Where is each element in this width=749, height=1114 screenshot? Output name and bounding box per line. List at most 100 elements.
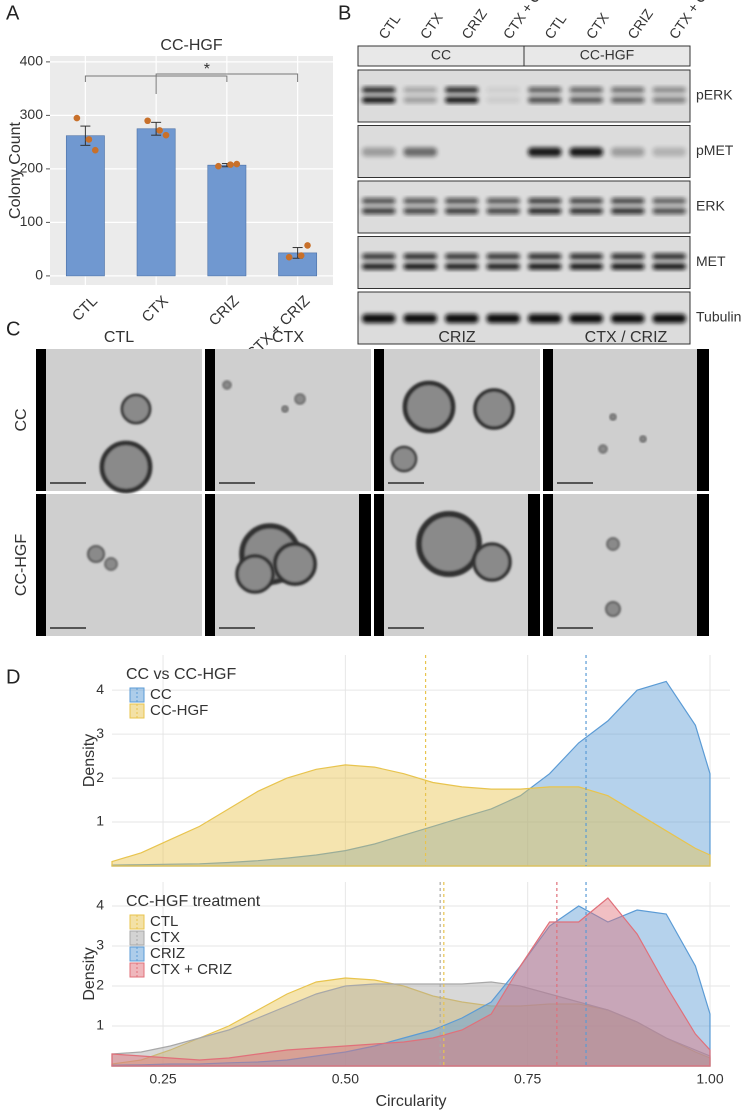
legend-label: CTL [150, 913, 178, 930]
blot-band [652, 147, 686, 157]
density-area [111, 897, 711, 1067]
data-point [91, 146, 99, 154]
y-axis-label: Density [81, 947, 98, 1000]
data-point [233, 160, 241, 168]
blot-band [652, 97, 686, 103]
spheroid [605, 601, 621, 617]
blot-band [569, 97, 603, 103]
bar [136, 128, 176, 277]
micrograph-border [205, 494, 215, 636]
blot-band [611, 87, 645, 93]
micrograph [205, 349, 371, 491]
error-bar [151, 121, 162, 136]
lane-label: CTL [541, 11, 569, 42]
group-box [523, 45, 691, 67]
y-tick-label: 1 [96, 813, 104, 829]
data-point [156, 127, 163, 134]
significance-label: * [204, 61, 210, 78]
blot-band [486, 198, 520, 204]
x-axis-label: Circularity [375, 1093, 446, 1110]
density-area [111, 680, 711, 867]
x-tick-label: CTL [69, 293, 101, 325]
spheroid [473, 388, 515, 430]
bar [65, 135, 105, 277]
blot-band [528, 198, 562, 204]
micrograph-border [697, 349, 709, 491]
spheroid [294, 393, 306, 405]
blot-band [611, 263, 645, 270]
blot-band [403, 314, 437, 323]
spheroid [104, 557, 118, 571]
spheroid [416, 511, 482, 577]
lane-label: CRIZ [624, 6, 656, 42]
blot-band [362, 87, 396, 93]
protein-label: pERK [696, 87, 733, 103]
density-area [111, 981, 711, 1067]
blot-strip [357, 236, 691, 289]
blot-band [445, 87, 479, 93]
blot-band [611, 314, 645, 323]
y-tick-label: 2 [96, 769, 104, 785]
data-point [285, 253, 293, 261]
y-tick-label: 0 [35, 267, 43, 283]
blot-band [652, 198, 686, 204]
y-axis-label: Colony Count [7, 121, 24, 219]
blot-band [528, 253, 562, 260]
blot-band [611, 253, 645, 260]
y-tick-label: 4 [96, 897, 104, 913]
density-area [111, 905, 711, 1067]
spheroid [402, 380, 456, 434]
blot-band [362, 314, 396, 323]
blot-band [403, 253, 437, 260]
spheroid [390, 445, 418, 473]
legend-swatch [129, 914, 145, 930]
blot-band [611, 97, 645, 103]
spheroid [87, 545, 105, 563]
blot-band [569, 208, 603, 214]
column-label: CTX / CRIZ [585, 329, 668, 346]
blot-band [652, 208, 686, 214]
y-tick-label: 1 [96, 1017, 104, 1033]
group-label: CC-HGF [580, 47, 634, 63]
y-tick-label: 2 [96, 977, 104, 993]
blot-band [611, 147, 645, 157]
blot-band [362, 208, 396, 214]
spheroid [598, 444, 608, 454]
blot-band [362, 263, 396, 270]
y-tick-label: 4 [96, 681, 104, 697]
blot-band [445, 208, 479, 214]
blot-band [486, 263, 520, 270]
spheroid [472, 542, 512, 582]
protein-label: pMET [696, 142, 734, 158]
legend-label: CC [150, 686, 172, 703]
blot-band [486, 253, 520, 260]
panel-label: D [6, 666, 20, 688]
micrograph-border [374, 349, 384, 491]
blot-band [362, 97, 396, 103]
blot-band [569, 253, 603, 260]
significance-bracket [155, 73, 299, 94]
group-label: CC [431, 47, 451, 63]
blot-band [652, 263, 686, 270]
legend-swatch [129, 946, 145, 962]
blot-strip [357, 180, 691, 234]
micrograph-border [528, 494, 540, 636]
micrograph-border [697, 494, 709, 636]
spheroid [99, 440, 153, 494]
blot-band [403, 198, 437, 204]
blot-band [486, 97, 520, 103]
y-tick-label: 100 [20, 213, 44, 229]
spheroid [222, 380, 232, 390]
legend-label: CTX [150, 929, 180, 946]
chart-title: CC-HGF [160, 37, 222, 54]
micrograph-border [374, 494, 384, 636]
spheroid [606, 537, 620, 551]
lane-label: CTX [417, 9, 447, 42]
blot-band [486, 208, 520, 214]
blot-band [362, 253, 396, 260]
y-tick-label: 200 [20, 160, 44, 176]
blot-band [569, 263, 603, 270]
legend-label: CC-HGF [150, 702, 208, 719]
blot-band [528, 263, 562, 270]
